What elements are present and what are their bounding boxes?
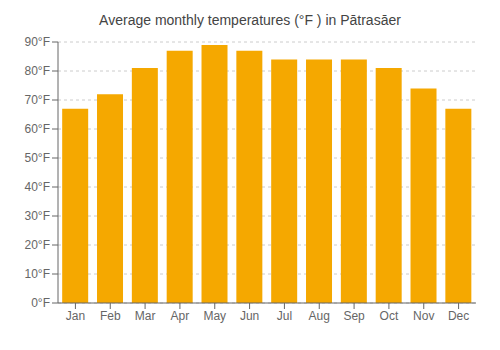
svg-text:20°F: 20°F bbox=[25, 238, 50, 252]
svg-text:Jul: Jul bbox=[277, 309, 292, 323]
svg-text:60°F: 60°F bbox=[25, 122, 50, 136]
svg-text:40°F: 40°F bbox=[25, 180, 50, 194]
svg-text:90°F: 90°F bbox=[25, 35, 50, 49]
svg-text:Oct: Oct bbox=[380, 309, 399, 323]
svg-text:50°F: 50°F bbox=[25, 151, 50, 165]
svg-text:Feb: Feb bbox=[100, 309, 121, 323]
svg-text:70°F: 70°F bbox=[25, 93, 50, 107]
svg-text:Dec: Dec bbox=[448, 309, 469, 323]
svg-text:30°F: 30°F bbox=[25, 209, 50, 223]
svg-text:Jan: Jan bbox=[66, 309, 85, 323]
svg-text:80°F: 80°F bbox=[25, 64, 50, 78]
svg-text:Apr: Apr bbox=[171, 309, 190, 323]
svg-text:Mar: Mar bbox=[135, 309, 156, 323]
svg-text:May: May bbox=[203, 309, 226, 323]
svg-text:10°F: 10°F bbox=[25, 267, 50, 281]
svg-text:Aug: Aug bbox=[309, 309, 330, 323]
svg-text:Sep: Sep bbox=[343, 309, 365, 323]
html-text:Average monthly temperatures (: Average monthly temperatures (°F ) in Pā… bbox=[99, 12, 401, 28]
svg-text:0°F: 0°F bbox=[31, 296, 50, 310]
svg-text:Jun: Jun bbox=[240, 309, 259, 323]
svg-text:Nov: Nov bbox=[413, 309, 434, 323]
